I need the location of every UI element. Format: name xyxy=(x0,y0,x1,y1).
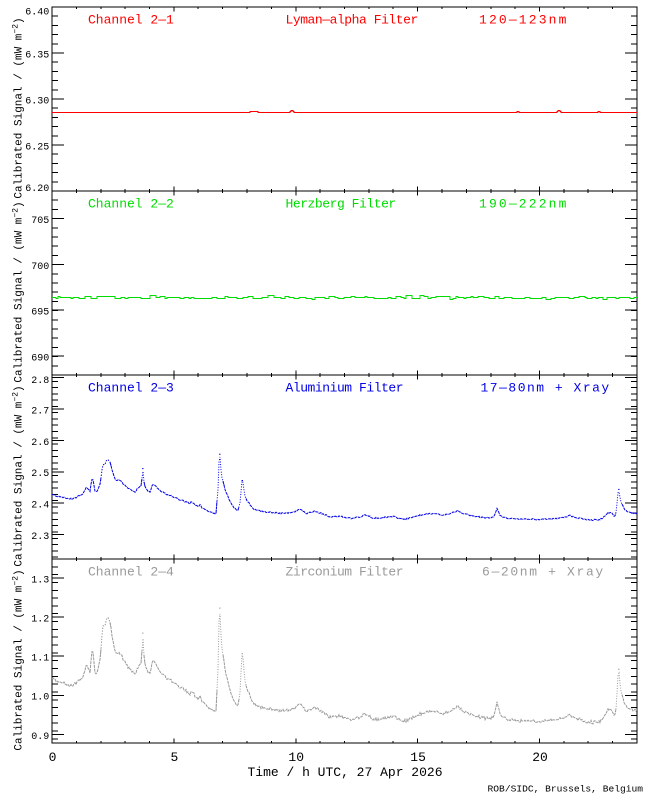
svg-text:1.3: 1.3 xyxy=(31,575,49,586)
svg-text:Calibrated Signal / (mW m−2): Calibrated Signal / (mW m−2) xyxy=(12,569,26,750)
svg-text:1.2: 1.2 xyxy=(31,615,49,626)
svg-text:Zirconium Filter: Zirconium Filter xyxy=(286,565,404,580)
svg-text:6.35: 6.35 xyxy=(25,50,49,61)
svg-text:2.8: 2.8 xyxy=(31,376,49,387)
svg-text:2.4: 2.4 xyxy=(31,501,49,512)
svg-text:Channel 2—3: Channel 2—3 xyxy=(88,381,174,396)
svg-text:6.30: 6.30 xyxy=(25,96,49,107)
svg-text:Lyman—alpha Filter: Lyman—alpha Filter xyxy=(286,13,418,28)
svg-text:Time / h UTC, 27 Apr 2026: Time / h UTC, 27 Apr 2026 xyxy=(247,765,442,780)
svg-text:6.25: 6.25 xyxy=(25,142,49,153)
svg-text:Channel 2—4: Channel 2—4 xyxy=(88,565,174,580)
svg-text:120—123nm: 120—123nm xyxy=(479,13,569,28)
svg-text:0: 0 xyxy=(49,750,57,765)
svg-text:17—80nm + Xray: 17—80nm + Xray xyxy=(481,381,611,396)
svg-text:5: 5 xyxy=(170,750,178,765)
svg-text:1.0: 1.0 xyxy=(31,693,49,704)
svg-text:Herzberg Filter: Herzberg Filter xyxy=(286,197,396,212)
svg-text:Channel 2—1: Channel 2—1 xyxy=(88,13,174,28)
svg-text:ROB/SIDC, Brussels, Belgium: ROB/SIDC, Brussels, Belgium xyxy=(488,784,644,795)
svg-text:2.3: 2.3 xyxy=(31,532,49,543)
svg-text:Calibrated Signal / (mW m−2): Calibrated Signal / (mW m−2) xyxy=(12,385,26,566)
svg-text:6.40: 6.40 xyxy=(25,8,49,19)
svg-text:2.5: 2.5 xyxy=(31,469,49,480)
svg-text:690: 690 xyxy=(31,353,49,364)
svg-text:190—222nm: 190—222nm xyxy=(479,197,569,212)
svg-text:2.7: 2.7 xyxy=(31,406,49,417)
svg-text:0.9: 0.9 xyxy=(31,732,49,743)
svg-text:700: 700 xyxy=(31,262,49,273)
svg-text:Calibrated Signal / (mW m−2): Calibrated Signal / (mW m−2) xyxy=(12,17,26,198)
svg-text:6—20nm + Xray: 6—20nm + Xray xyxy=(482,565,605,580)
svg-text:2.6: 2.6 xyxy=(31,438,49,449)
svg-text:20: 20 xyxy=(532,750,548,765)
svg-text:6.20: 6.20 xyxy=(25,184,49,195)
svg-text:1.1: 1.1 xyxy=(31,654,49,665)
svg-text:695: 695 xyxy=(31,308,49,319)
svg-text:Calibrated Signal / (mW m−2): Calibrated Signal / (mW m−2) xyxy=(12,201,26,382)
svg-text:10: 10 xyxy=(288,750,304,765)
svg-text:705: 705 xyxy=(31,216,49,227)
svg-text:Aluminium Filter: Aluminium Filter xyxy=(286,381,404,396)
svg-text:15: 15 xyxy=(410,750,426,765)
svg-text:Channel 2—2: Channel 2—2 xyxy=(88,197,174,212)
